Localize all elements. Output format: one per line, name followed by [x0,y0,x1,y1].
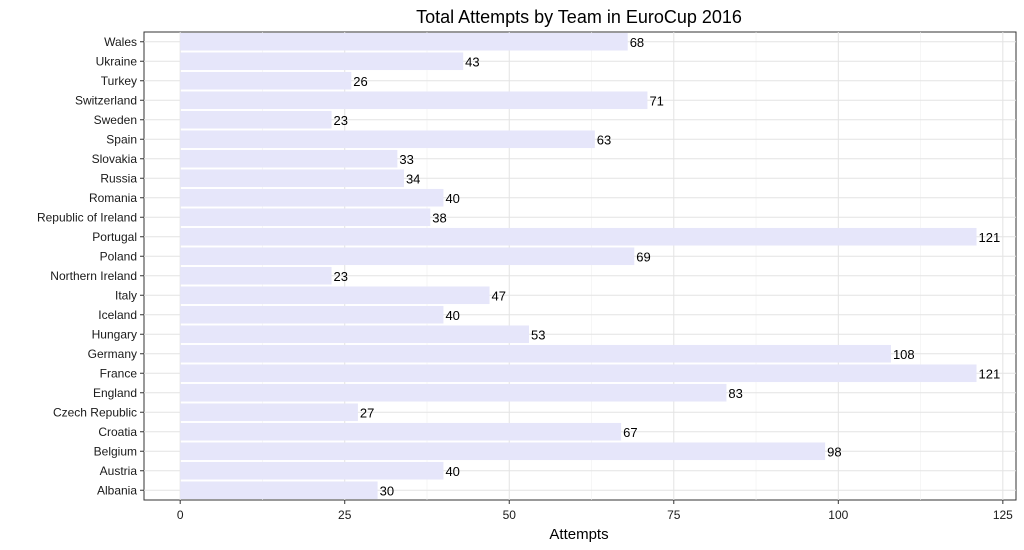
bar [180,247,635,266]
bar [180,325,529,344]
x-axis-title: Attempts [549,526,608,543]
data-label: 40 [445,464,459,479]
y-tick-label: Croatia [98,425,137,439]
bar [180,188,444,207]
y-tick-label: Iceland [98,308,137,322]
y-tick-label: Northern Ireland [50,269,137,283]
y-tick-label: Wales [104,35,137,49]
bar [180,403,358,422]
data-label: 26 [353,74,367,89]
bar [180,52,464,71]
y-tick-label: Belgium [94,444,137,458]
y-tick-label: Albania [97,483,137,497]
bar [180,481,378,500]
x-tick-label: 50 [503,508,517,522]
bar [180,344,891,363]
data-label: 43 [465,54,479,69]
y-tick-label: Ukraine [96,54,138,68]
y-tick-label: Portugal [92,230,137,244]
data-label: 47 [492,288,506,303]
data-label: 69 [636,249,650,264]
bar [180,208,431,227]
bars [180,32,977,500]
bar [180,169,404,188]
bar [180,461,444,480]
x-tick-label: 75 [667,508,681,522]
data-labels: 68 43 26 71 23 63 33 34 40 38 121 69 23 47 40 53 108 121 8… [334,35,1001,499]
chart-title: Total Attempts by Team in EuroCup 2016 [416,7,742,27]
bar [180,149,398,168]
bar [180,130,595,149]
data-label: 38 [432,210,446,225]
y-tick-label: Czech Republic [53,405,137,419]
y-tick-label: Italy [115,288,137,302]
data-label: 27 [360,405,374,420]
data-label: 121 [979,366,1001,381]
bar [180,91,648,110]
data-label: 40 [445,308,459,323]
data-label: 30 [380,483,394,498]
data-label: 53 [531,327,545,342]
y-tick-label: England [93,386,137,400]
data-label: 121 [979,230,1001,245]
data-label: 108 [893,347,915,362]
plot-area: 68 43 26 71 23 63 33 34 40 38 121 69 23 47 40 53 108 121 8… [143,31,1017,501]
data-label: 67 [623,425,637,440]
data-label: 63 [597,132,611,147]
data-label: 40 [445,191,459,206]
bar [180,442,826,461]
data-label: 33 [399,152,413,167]
x-tick-label: 0 [177,508,184,522]
bar [180,227,977,246]
bar [180,305,444,324]
y-axis: Wales Ukraine Turkey Switzerland Sweden Spain… [37,35,144,497]
y-tick-label: France [100,366,138,380]
bar [180,110,332,129]
bar [180,266,332,285]
y-tick-label: Romania [89,191,137,205]
data-label: 68 [630,35,644,50]
bar [180,383,727,402]
bar [180,364,977,383]
plot-panel [143,31,1017,501]
data-label: 83 [728,386,742,401]
y-tick-label: Hungary [92,327,137,341]
x-tick-label: 100 [828,508,848,522]
y-tick-label: Austria [100,464,138,478]
y-tick-label: Poland [100,249,137,263]
x-tick-label: 125 [993,508,1013,522]
y-tick-label: Slovakia [92,152,138,166]
x-axis: 0 25 50 75 100 125 [177,500,1013,522]
y-tick-label: Germany [88,347,137,361]
y-tick-label: Republic of Ireland [37,210,137,224]
x-tick-label: 25 [338,508,352,522]
y-tick-label: Sweden [94,113,137,127]
bar [180,422,622,441]
y-tick-label: Spain [106,132,137,146]
y-tick-label: Turkey [101,74,137,88]
data-label: 34 [406,171,420,186]
y-tick-label: Russia [100,171,137,185]
y-tick-label: Switzerland [75,93,137,107]
data-label: 71 [649,93,663,108]
bar [180,286,490,305]
bar [180,32,628,51]
data-label: 23 [334,269,348,284]
data-label: 98 [827,444,841,459]
data-label: 23 [334,113,348,128]
bar [180,71,352,90]
